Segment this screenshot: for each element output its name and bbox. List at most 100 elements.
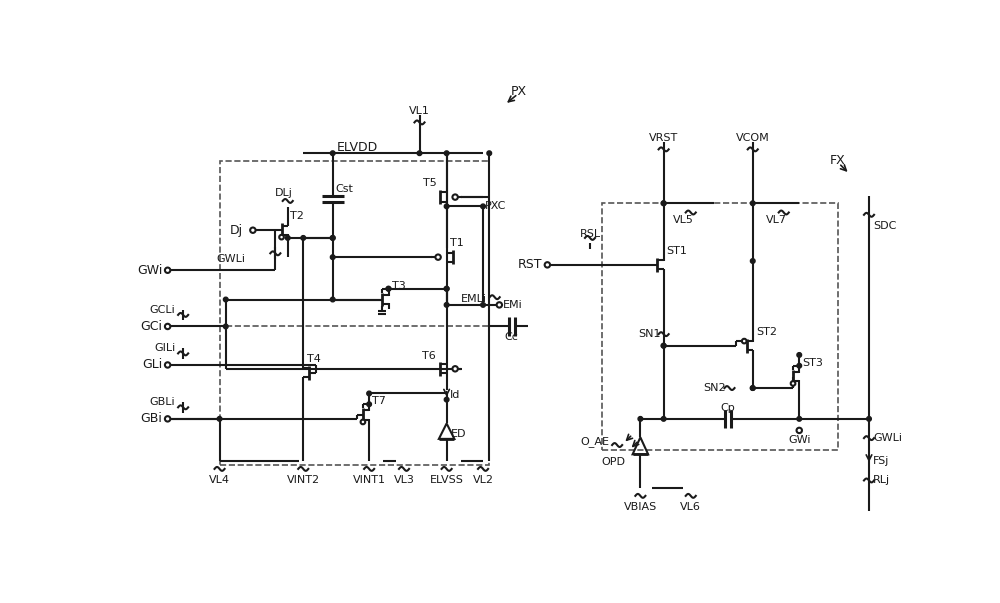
- Circle shape: [165, 362, 170, 368]
- Text: Cc: Cc: [505, 332, 519, 343]
- Circle shape: [661, 201, 666, 206]
- Text: FSj: FSj: [873, 456, 889, 466]
- Text: VL5: VL5: [673, 215, 693, 225]
- Circle shape: [330, 297, 335, 302]
- Circle shape: [330, 255, 335, 259]
- Text: GWLi: GWLi: [873, 433, 902, 443]
- Circle shape: [330, 236, 335, 240]
- Text: VBIAS: VBIAS: [624, 502, 657, 513]
- Text: VL4: VL4: [209, 475, 230, 485]
- Text: GCi: GCi: [140, 320, 162, 333]
- Circle shape: [487, 151, 492, 156]
- Circle shape: [750, 259, 755, 264]
- Text: ELVSS: ELVSS: [430, 475, 464, 485]
- Circle shape: [750, 386, 755, 390]
- Circle shape: [797, 364, 802, 368]
- Circle shape: [217, 417, 222, 421]
- Text: SN1: SN1: [638, 329, 661, 339]
- Circle shape: [444, 397, 449, 402]
- Circle shape: [791, 381, 795, 386]
- Circle shape: [250, 227, 256, 233]
- Circle shape: [444, 204, 449, 209]
- Text: GILi: GILi: [154, 343, 175, 353]
- Circle shape: [444, 151, 449, 156]
- Text: RSL: RSL: [579, 229, 601, 239]
- Text: GCLi: GCLi: [150, 305, 175, 315]
- Text: T5: T5: [423, 178, 437, 188]
- Text: EMi: EMi: [502, 300, 522, 310]
- Text: GWi: GWi: [788, 435, 810, 446]
- Circle shape: [444, 286, 449, 291]
- Circle shape: [279, 235, 284, 239]
- Text: T7: T7: [372, 396, 386, 406]
- Circle shape: [223, 297, 228, 302]
- Circle shape: [452, 194, 458, 200]
- Circle shape: [165, 268, 170, 273]
- Circle shape: [661, 343, 666, 348]
- Text: T1: T1: [450, 238, 464, 248]
- Text: OPD: OPD: [601, 457, 625, 467]
- Text: VL6: VL6: [680, 502, 701, 513]
- Text: FX: FX: [830, 154, 846, 168]
- Text: GBLi: GBLi: [150, 397, 175, 407]
- Circle shape: [545, 262, 550, 268]
- Circle shape: [361, 420, 365, 425]
- Circle shape: [165, 416, 170, 421]
- Circle shape: [497, 302, 502, 308]
- Text: GBi: GBi: [140, 412, 162, 425]
- Circle shape: [797, 353, 802, 357]
- Circle shape: [452, 366, 458, 371]
- Text: GLi: GLi: [142, 358, 162, 371]
- Circle shape: [444, 286, 449, 291]
- Text: SDC: SDC: [873, 221, 896, 232]
- Text: PXC: PXC: [485, 201, 507, 211]
- Text: VCOM: VCOM: [736, 133, 770, 143]
- Circle shape: [223, 324, 228, 329]
- Text: EMLi: EMLi: [461, 294, 487, 304]
- Circle shape: [165, 324, 170, 329]
- Circle shape: [330, 151, 335, 156]
- Circle shape: [444, 303, 449, 307]
- Text: RST: RST: [517, 258, 542, 271]
- Text: GWi: GWi: [137, 264, 162, 277]
- Circle shape: [867, 417, 871, 421]
- Circle shape: [301, 236, 306, 240]
- Text: ST1: ST1: [667, 246, 688, 256]
- Circle shape: [750, 386, 755, 390]
- Circle shape: [417, 151, 422, 156]
- Text: DLj: DLj: [275, 188, 293, 198]
- Circle shape: [386, 286, 391, 291]
- Circle shape: [661, 417, 666, 421]
- Text: Dj: Dj: [230, 224, 243, 237]
- Text: T2: T2: [290, 211, 304, 221]
- Text: Cst: Cst: [336, 185, 354, 194]
- Text: VL3: VL3: [394, 475, 414, 485]
- Text: VINT2: VINT2: [287, 475, 320, 485]
- Text: ELVDD: ELVDD: [337, 140, 378, 154]
- Text: ED: ED: [450, 429, 466, 439]
- Text: Cp: Cp: [721, 403, 735, 413]
- Text: T3: T3: [392, 280, 405, 291]
- Circle shape: [750, 201, 755, 206]
- Circle shape: [661, 343, 666, 348]
- Text: ST2: ST2: [756, 327, 777, 337]
- Circle shape: [435, 254, 441, 260]
- Text: RLj: RLj: [873, 475, 890, 485]
- Circle shape: [481, 204, 485, 209]
- Circle shape: [638, 417, 643, 421]
- Text: ST3: ST3: [802, 358, 823, 368]
- Bar: [602, 203, 838, 450]
- Text: T6: T6: [422, 352, 436, 361]
- Text: T4: T4: [307, 354, 321, 364]
- Circle shape: [797, 428, 802, 433]
- Text: PX: PX: [511, 85, 527, 98]
- Circle shape: [797, 417, 802, 421]
- Circle shape: [285, 236, 290, 240]
- Text: VINT1: VINT1: [353, 475, 386, 485]
- Bar: [220, 161, 489, 465]
- Circle shape: [386, 286, 391, 291]
- Text: SN2: SN2: [703, 383, 726, 393]
- Text: VRST: VRST: [649, 133, 678, 143]
- Text: VL2: VL2: [473, 475, 494, 485]
- Circle shape: [481, 303, 485, 307]
